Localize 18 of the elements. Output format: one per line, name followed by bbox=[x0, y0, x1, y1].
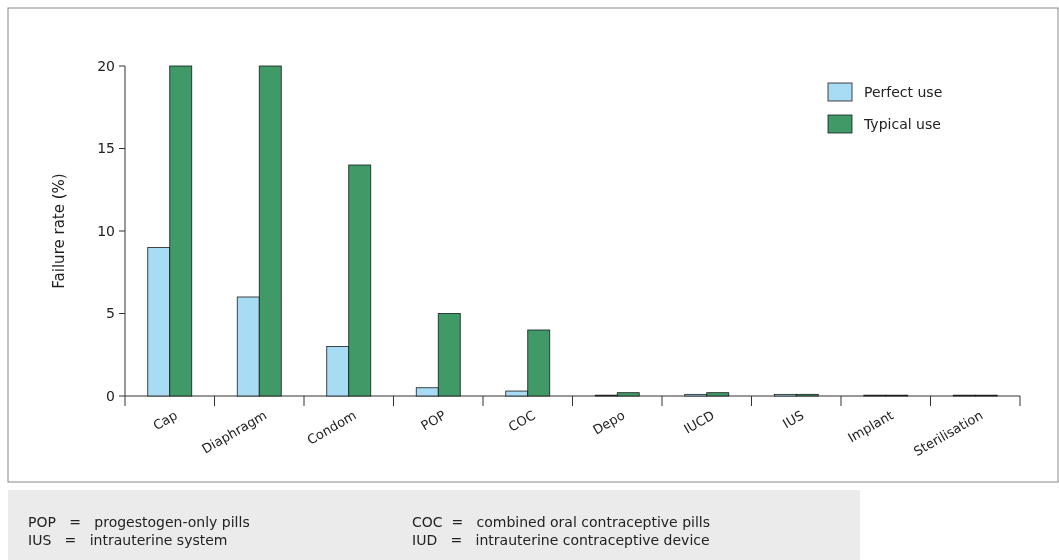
x-tick-label: Cap bbox=[150, 407, 180, 434]
text: POP = progestogen-only pills bbox=[28, 514, 250, 530]
y-tick-label: 20 bbox=[97, 57, 115, 74]
x-tick-label: IUS bbox=[780, 407, 807, 432]
text: IUS = intrauterine system bbox=[28, 532, 228, 548]
y-tick-label: 15 bbox=[97, 140, 115, 157]
text: COC = combined oral contraceptive pills bbox=[412, 514, 711, 530]
y-tick-label: 5 bbox=[106, 305, 115, 322]
x-tick-label: Depo bbox=[590, 407, 628, 438]
x-tick-label: IUCD bbox=[681, 407, 717, 437]
legend-label: Perfect use bbox=[864, 83, 943, 100]
legend-label: Typical use bbox=[863, 115, 941, 132]
y-axis-title: Failure rate (%) bbox=[50, 173, 68, 289]
y-tick-label: 10 bbox=[97, 222, 115, 239]
x-tick-label: POP bbox=[418, 407, 449, 434]
text: IUD = intrauterine contraceptive device bbox=[412, 532, 710, 548]
y-tick-label: 0 bbox=[106, 387, 115, 404]
x-tick-label: COC bbox=[505, 407, 538, 435]
